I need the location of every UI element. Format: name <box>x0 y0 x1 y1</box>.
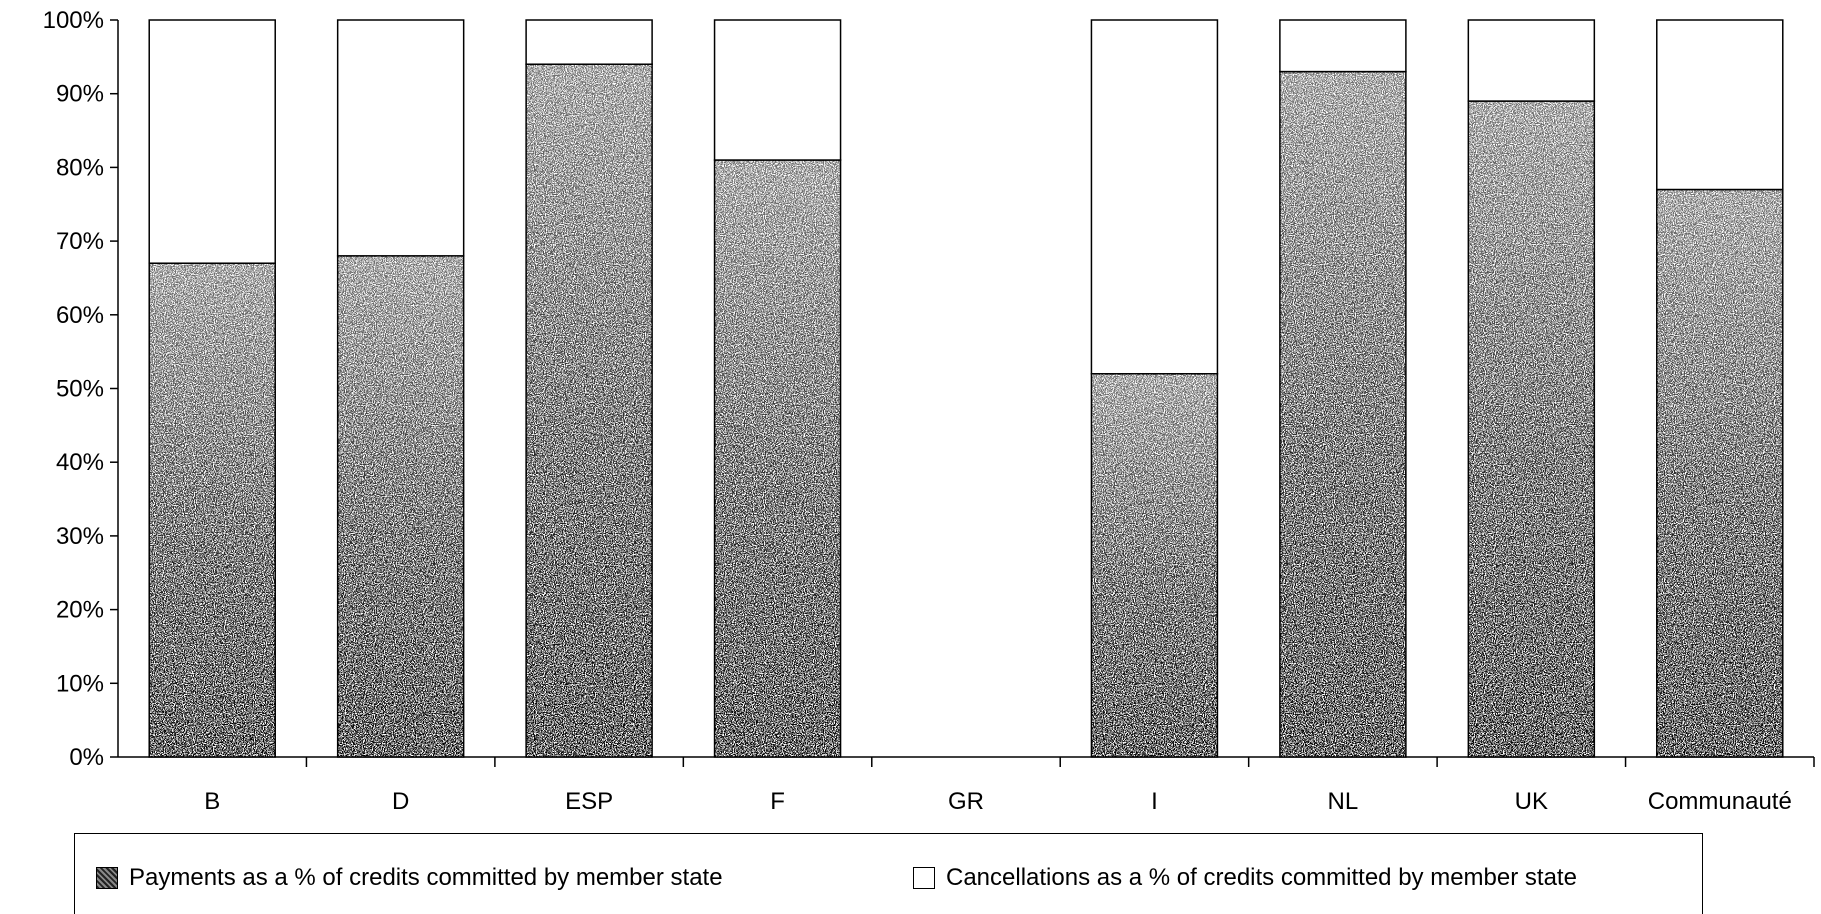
legend-label-payments: Payments as a % of credits committed by … <box>129 864 723 891</box>
x-tick-label: ESP <box>565 788 613 815</box>
bar-cancellations <box>1656 19 1784 191</box>
x-tick-label: F <box>770 788 785 815</box>
legend: Payments as a % of credits committed by … <box>74 833 1703 914</box>
bar-cancellations <box>713 19 842 161</box>
y-tick-label: 100% <box>43 7 104 34</box>
bar-cancellations <box>1090 19 1219 375</box>
bar-payments <box>337 255 464 757</box>
legend-swatch-payments <box>96 867 118 889</box>
legend-label-cancellations: Cancellations as a % of credits committe… <box>946 864 1577 891</box>
bar-payments <box>526 64 653 758</box>
y-tick-label: 20% <box>56 597 104 624</box>
bar-cancellations <box>1467 19 1596 102</box>
bar-cancellations <box>336 19 465 257</box>
y-tick-label: 90% <box>56 81 104 108</box>
x-tick-label: NL <box>1328 788 1359 815</box>
bar-payments <box>1468 101 1595 757</box>
legend-item-payments: Payments as a % of credits committed by … <box>96 864 723 892</box>
legend-item-cancellations: Cancellations as a % of credits committe… <box>913 864 1577 892</box>
legend-swatch-cancellations <box>913 867 935 889</box>
bar-payments <box>1656 189 1783 757</box>
x-tick-label: B <box>204 788 220 815</box>
bars <box>148 19 1784 758</box>
y-tick-label: 50% <box>56 376 104 403</box>
bar-cancellations <box>1279 19 1407 73</box>
x-tick-label: GR <box>948 788 984 815</box>
y-tick-label: 40% <box>56 449 104 476</box>
y-tick-label: 70% <box>56 228 104 255</box>
labels: 0% 10% 20% 30% 40% 50% 60% 70% 80% 90% 100% B D ESP F G… <box>43 7 1792 815</box>
x-tick-label: UK <box>1515 788 1548 815</box>
x-tick-label: I <box>1151 788 1158 815</box>
bar-payments <box>714 160 841 757</box>
x-tick-label: D <box>392 788 409 815</box>
bar-payments <box>149 263 276 757</box>
y-tick-label: 0% <box>69 744 104 771</box>
bar-payments <box>1091 373 1218 757</box>
bar-cancellations <box>148 19 276 264</box>
bar-cancellations <box>525 19 653 65</box>
y-tick-label: 10% <box>56 670 104 697</box>
y-tick-label: 30% <box>56 523 104 550</box>
bar-payments <box>1279 71 1406 758</box>
x-tick-label: Communauté <box>1648 788 1792 815</box>
y-tick-label: 60% <box>56 302 104 329</box>
y-tick-label: 80% <box>56 154 104 181</box>
